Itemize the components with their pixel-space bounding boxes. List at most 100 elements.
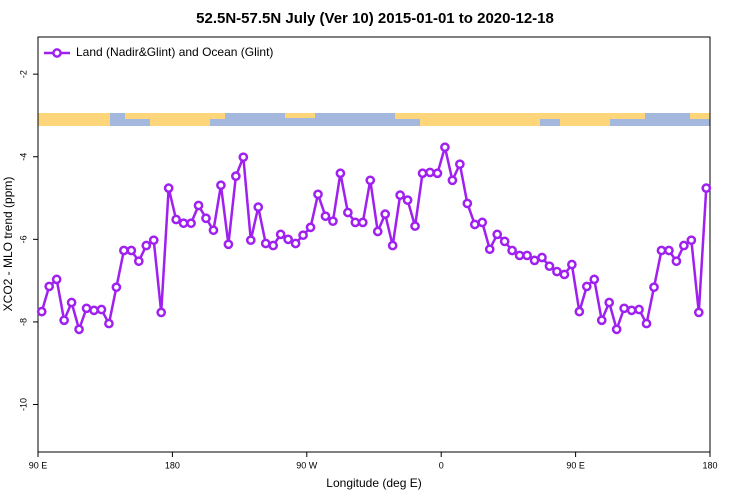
marker (216, 180, 226, 191)
marker (604, 297, 615, 308)
marker (395, 190, 405, 201)
marker (305, 222, 316, 233)
y-tick-label: -4 (18, 153, 28, 161)
marker (328, 216, 338, 227)
marker (148, 235, 159, 246)
marker (417, 168, 428, 179)
marker (469, 219, 480, 230)
marker (74, 324, 84, 335)
marker (372, 226, 383, 237)
marker (51, 274, 62, 285)
marker (178, 218, 189, 229)
marker (380, 209, 391, 219)
marker (343, 207, 353, 218)
marker (313, 189, 323, 200)
y-tick-label: -8 (18, 318, 28, 326)
x-tick-label: 90 W (296, 460, 318, 470)
x-tick-label: 90 E (566, 460, 585, 470)
marker (298, 230, 308, 241)
marker (432, 168, 443, 179)
x-tick-label: 90 E (29, 460, 48, 470)
marker (499, 236, 510, 247)
marker (59, 315, 69, 326)
marker (425, 167, 435, 178)
legend-label: Land (Nadir&Glint) and Ocean (Glint) (76, 45, 273, 59)
marker (89, 305, 99, 316)
marker (245, 235, 256, 246)
marker (656, 245, 667, 256)
marker (350, 217, 361, 228)
marker (649, 282, 659, 293)
marker (529, 255, 540, 266)
marker (671, 256, 682, 267)
marker (141, 240, 152, 251)
legend-marker (52, 48, 62, 58)
marker (701, 183, 712, 193)
marker (574, 306, 585, 317)
marker (544, 261, 555, 272)
marker (96, 304, 107, 315)
marker (492, 229, 503, 240)
marker (104, 318, 114, 329)
chart-title: 52.5N-57.5N July (Ver 10) 2015-01-01 to … (196, 10, 554, 27)
marker (208, 225, 219, 236)
marker (193, 200, 204, 211)
marker (634, 304, 644, 315)
y-tick-label: -6 (18, 235, 28, 243)
marker (66, 297, 77, 308)
y-tick-label: -2 (18, 70, 28, 78)
marker (626, 305, 637, 316)
marker (402, 195, 413, 205)
marker (462, 198, 473, 209)
marker (477, 217, 488, 228)
marker (275, 229, 286, 240)
marker (589, 274, 600, 285)
marker (111, 282, 122, 293)
marker (693, 307, 704, 318)
marker (387, 240, 398, 251)
marker (507, 245, 517, 256)
marker (447, 175, 458, 186)
marker (596, 315, 607, 326)
marker (664, 245, 674, 256)
marker (522, 250, 532, 261)
marker (186, 218, 196, 229)
marker (126, 245, 137, 256)
marker (268, 240, 279, 251)
marker (231, 171, 241, 182)
marker (365, 175, 376, 186)
land-ocean-strip (38, 113, 710, 126)
marker (611, 324, 622, 335)
marker (581, 281, 592, 292)
marker (410, 221, 420, 231)
x-axis-label: Longitude (deg E) (326, 476, 421, 490)
marker (44, 281, 55, 292)
marker (619, 303, 629, 314)
marker (357, 217, 368, 228)
marker (335, 168, 346, 179)
marker (156, 307, 167, 318)
marker (679, 240, 689, 251)
marker (440, 142, 450, 153)
marker (290, 238, 301, 249)
marker (559, 269, 570, 280)
marker (36, 306, 47, 317)
marker (686, 235, 697, 246)
y-axis-label: XCO2 - MLO trend (ppm) (1, 177, 15, 312)
x-tick-label: 180 (165, 460, 180, 470)
marker (163, 183, 174, 193)
marker (171, 214, 181, 225)
marker (238, 152, 249, 163)
marker (514, 250, 525, 261)
marker (537, 252, 547, 263)
marker (201, 213, 211, 224)
marker (283, 234, 293, 245)
marker (260, 238, 271, 249)
marker (567, 259, 577, 270)
marker (133, 256, 144, 267)
marker (641, 318, 652, 329)
plot-frame (37, 36, 711, 453)
marker (81, 303, 92, 314)
